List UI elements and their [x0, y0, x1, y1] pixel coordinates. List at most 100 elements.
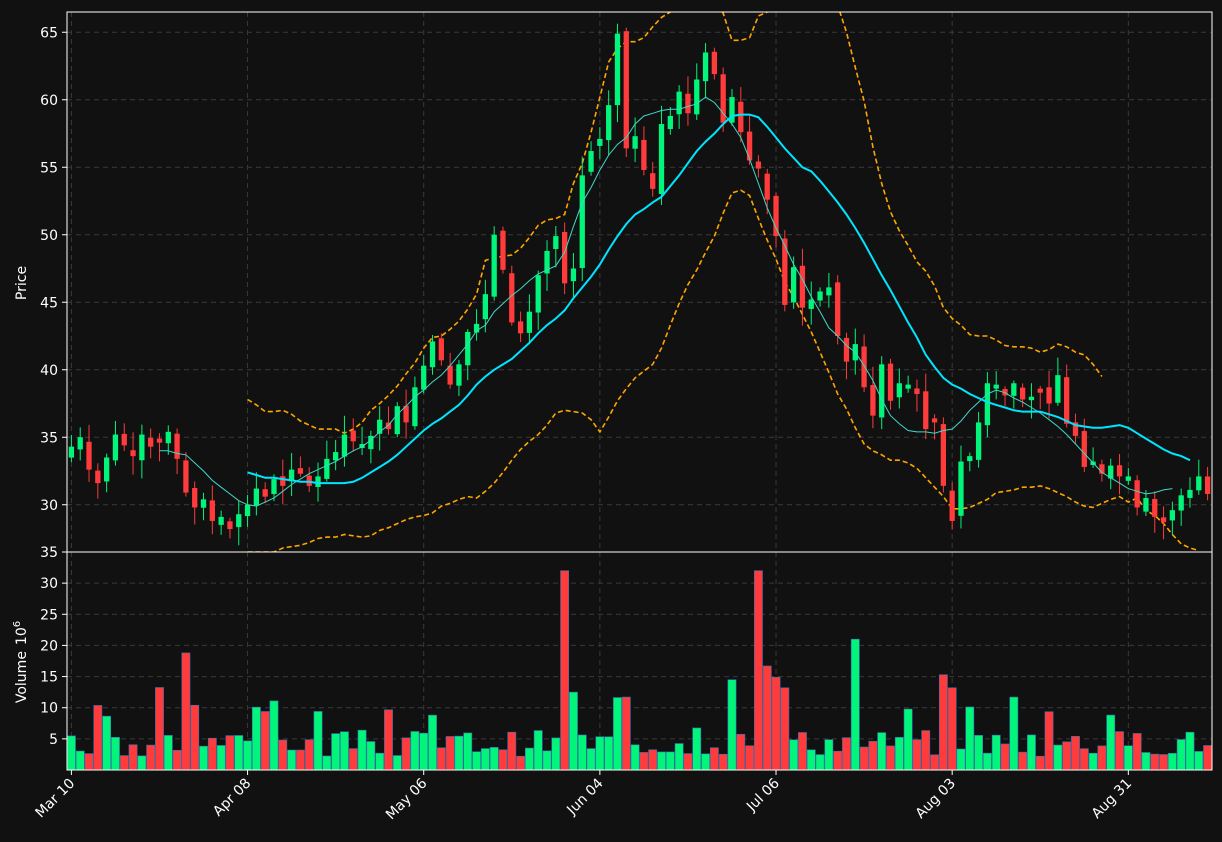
volume-y-ticks: 5 10 15 20 25 30 35: [40, 545, 67, 748]
candle-body: [271, 479, 277, 495]
candle-body: [1037, 388, 1043, 393]
volume-bar: [322, 755, 332, 770]
candle-body: [606, 105, 612, 141]
volume-bar: [982, 752, 992, 770]
volume-bar: [938, 674, 948, 770]
volume-bar: [762, 665, 772, 770]
candle-body: [1196, 476, 1202, 491]
volume-bar: [727, 679, 737, 770]
volume-bar: [313, 711, 323, 770]
candle-body: [95, 470, 101, 484]
volume-bar: [489, 747, 499, 770]
candle-body: [764, 173, 770, 200]
volume-bar: [111, 737, 120, 770]
volume-bar: [93, 705, 103, 770]
volume-bar: [163, 735, 173, 770]
candle-body: [746, 131, 753, 161]
price-tick-label: 50: [40, 228, 58, 244]
candle-body: [438, 338, 444, 361]
candle-body: [923, 391, 929, 430]
candle-body: [139, 434, 145, 461]
volume-bar: [648, 749, 658, 770]
candle-body: [1116, 465, 1123, 477]
volume-bar: [630, 744, 640, 770]
candle-body: [412, 387, 418, 427]
candle-body: [429, 341, 436, 368]
candle-body: [1125, 476, 1131, 481]
candle-body: [975, 422, 982, 460]
candle-body: [227, 521, 233, 530]
candle-body: [1072, 422, 1079, 436]
candle-body: [174, 433, 180, 459]
candle-body: [262, 489, 268, 497]
candle-body: [561, 231, 568, 284]
volume-bar: [577, 734, 587, 770]
candle-body: [817, 291, 823, 301]
volume-bar: [1035, 755, 1045, 770]
candle-body: [121, 433, 127, 446]
volume-bar: [886, 745, 895, 770]
volume-bar: [199, 745, 208, 770]
volume-bar: [1167, 752, 1177, 770]
candle-body: [209, 500, 215, 521]
candle-body: [1028, 396, 1035, 401]
volume-bar: [1009, 696, 1019, 770]
candle-body: [1019, 387, 1026, 400]
volume-bar: [991, 734, 1001, 770]
candle-body: [456, 364, 462, 386]
volume-bar: [1027, 734, 1036, 770]
volume-bar: [833, 750, 843, 770]
price-tick-label: 55: [40, 160, 58, 176]
volume-bar: [930, 754, 939, 770]
volume-bar: [903, 708, 913, 770]
candle-body: [738, 101, 744, 133]
candle-body: [650, 173, 656, 189]
volume-bar: [128, 744, 138, 770]
candle-body: [165, 431, 171, 444]
candle-body: [403, 405, 409, 423]
candle-body: [694, 79, 700, 115]
volume-bar: [278, 739, 288, 770]
volume-bar: [146, 744, 156, 770]
candle-body: [843, 337, 850, 362]
volume-tick-label: 10: [40, 701, 58, 717]
volume-bar: [621, 696, 631, 770]
candle-body: [421, 365, 427, 390]
volume-tick-label: 25: [40, 607, 58, 623]
candle-body: [526, 311, 533, 333]
volume-bar: [1000, 743, 1010, 770]
candle-body: [1099, 464, 1105, 474]
candle-body: [1046, 387, 1052, 404]
volume-bar: [207, 737, 217, 770]
volume-axis-label-base: 10: [14, 627, 30, 645]
candle-body: [1108, 465, 1114, 479]
candle-body: [517, 321, 524, 334]
volume-tick-label: 20: [40, 638, 58, 654]
candle-body: [773, 195, 779, 237]
candle-body: [553, 236, 559, 250]
candle-body: [315, 476, 321, 487]
volume-bar: [84, 753, 94, 770]
volume-tick-label: 30: [40, 576, 58, 592]
volume-bar: [498, 749, 508, 770]
candle-body: [958, 461, 964, 516]
candle-body: [579, 175, 585, 269]
candle-body: [368, 435, 374, 450]
candle-body: [297, 468, 304, 474]
volume-bar: [410, 731, 420, 770]
candle-body: [359, 444, 365, 449]
candle-body: [112, 434, 119, 461]
candle-body: [148, 437, 154, 447]
candle-body: [905, 384, 911, 389]
candle-body: [1081, 431, 1087, 467]
candle-body: [1055, 375, 1061, 403]
volume-bar: [181, 652, 191, 770]
candle-body: [68, 446, 75, 458]
volume-bar: [260, 711, 270, 770]
volume-bar: [665, 751, 675, 770]
candle-body: [544, 250, 550, 274]
candle-body: [808, 299, 814, 309]
candle-body: [77, 437, 83, 450]
volume-bar: [806, 749, 816, 770]
